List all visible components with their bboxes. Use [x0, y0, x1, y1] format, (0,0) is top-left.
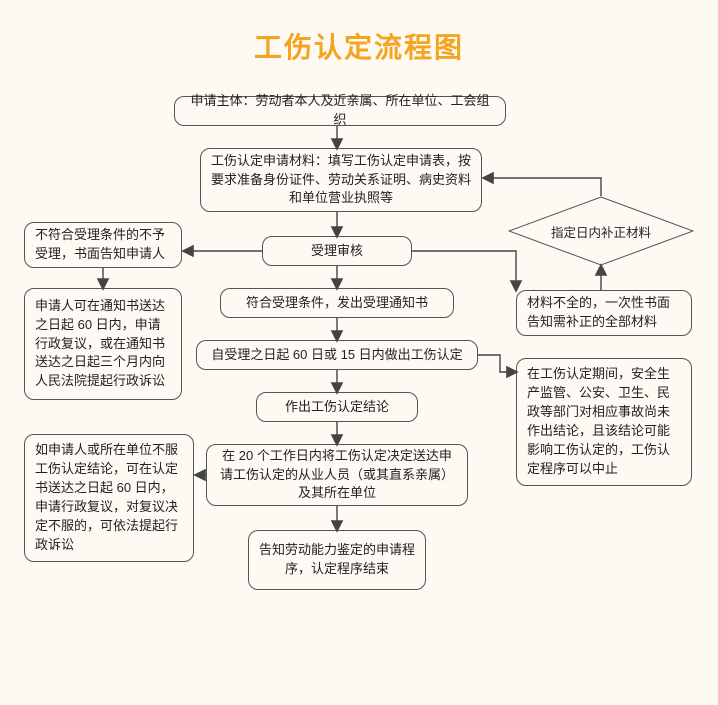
node-reject: 不符合受理条件的不予受理，书面告知申请人	[24, 222, 182, 268]
node-incomplete: 材料不全的，一次性书面告知需补正的全部材料	[516, 290, 692, 336]
node-conclusion: 作出工伤认定结论	[256, 392, 418, 422]
node-review-options: 申请人可在通知书送达之日起 60 日内，申请行政复议，或在通知书送达之日起三个月…	[24, 288, 182, 400]
node-end: 告知劳动能力鉴定的申请程序，认定程序结束	[248, 530, 426, 590]
node-suspend: 在工伤认定期间，安全生产监管、公安、卫生、民政等部门对相应事故尚未作出结论，且该…	[516, 358, 692, 486]
node-applicant: 申请主体：劳动者本人及近亲属、所在单位、工会组织	[174, 96, 506, 126]
node-decision-time: 自受理之日起 60 日或 15 日内做出工伤认定	[196, 340, 478, 370]
page-title: 工伤认定流程图	[0, 26, 718, 66]
decision-supplement: 指定日内补正材料	[508, 196, 694, 266]
node-appeal: 如申请人或所在单位不服工伤认定结论，可在认定书送达之日起 60 日内，申请行政复…	[24, 434, 194, 562]
node-review: 受理审核	[262, 236, 412, 266]
node-materials: 工伤认定申请材料：填写工伤认定申请表，按要求准备身份证件、劳动关系证明、病史资料…	[200, 148, 482, 212]
node-deliver: 在 20 个工作日内将工伤认定决定送达申请工伤认定的从业人员（或其直系亲属）及其…	[206, 444, 468, 506]
node-accept-notice: 符合受理条件，发出受理通知书	[220, 288, 454, 318]
